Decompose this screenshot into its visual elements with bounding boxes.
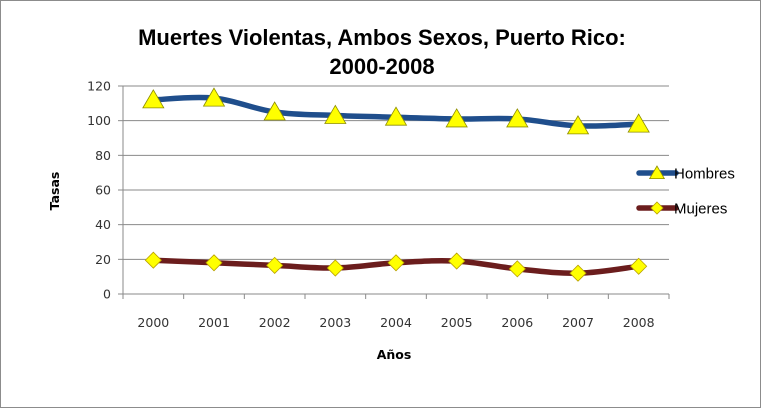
y-tick-label: 120: [87, 79, 111, 94]
axes: [118, 85, 670, 299]
data-point-hombres-2001: [202, 87, 226, 107]
x-tick-label: 2005: [441, 315, 473, 330]
legend-label-hombres: Hombres: [674, 166, 735, 183]
y-tick-label: 20: [95, 252, 111, 267]
data-point-mujeres-2002: [266, 256, 284, 274]
data-point-hombres-2005: [445, 108, 468, 128]
x-tick-label: 2002: [259, 315, 291, 330]
data-point-hombres-2007: [566, 115, 590, 135]
data-point-hombres-2004: [384, 106, 408, 126]
data-point-mujeres-2003: [326, 259, 344, 277]
legend-label-mujeres: Mujeres: [674, 201, 727, 218]
chart-title-line-2: 2000-2008: [329, 54, 434, 79]
data-point-mujeres-2001: [205, 254, 223, 272]
x-axis-title: Años: [377, 347, 412, 362]
data-point-mujeres-2006: [508, 260, 526, 278]
y-tick-label: 40: [95, 217, 111, 232]
data-point-hombres-2000: [142, 89, 165, 109]
x-tick-label: 2003: [319, 315, 351, 330]
data-point-mujeres-2008: [630, 257, 648, 275]
data-point-hombres-2006: [506, 108, 529, 128]
legend: Hombres Mujeres: [636, 165, 735, 218]
x-tick-label: 2006: [501, 315, 533, 330]
y-tick-label: 80: [95, 148, 111, 163]
x-tick-label: 2000: [137, 315, 169, 330]
data-point-mujeres-2004: [387, 254, 405, 272]
y-axis-title: Tasas: [47, 172, 62, 211]
data-point-mujeres-2000: [144, 251, 162, 269]
y-tick-label: 60: [95, 183, 111, 198]
legend-marker-hombres: [648, 165, 666, 180]
data-point-mujeres-2007: [569, 264, 587, 282]
series-markers: [142, 87, 650, 282]
x-tick-label: 2001: [198, 315, 230, 330]
y-tick-label: 100: [87, 113, 111, 128]
x-tick-label: 2007: [562, 315, 594, 330]
data-point-hombres-2002: [263, 101, 286, 121]
chart-title-line-1: Muertes Violentas, Ambos Sexos, Puerto R…: [138, 25, 626, 50]
x-tick-labels: 2000 2001 2002 2003 2004 2005 2006 2007 2008: [137, 315, 654, 330]
legend-marker-mujeres: [650, 201, 664, 215]
y-tick-labels: 0 20 40 60 80 100 120: [87, 79, 111, 302]
chart-title: Muertes Violentas, Ambos Sexos, Puerto R…: [138, 25, 626, 79]
data-point-mujeres-2005: [448, 252, 466, 270]
x-tick-label: 2008: [623, 315, 655, 330]
data-point-hombres-2008: [627, 113, 650, 133]
data-point-hombres-2003: [324, 104, 347, 124]
y-tick-label: 0: [103, 287, 111, 302]
x-tick-label: 2004: [380, 315, 412, 330]
